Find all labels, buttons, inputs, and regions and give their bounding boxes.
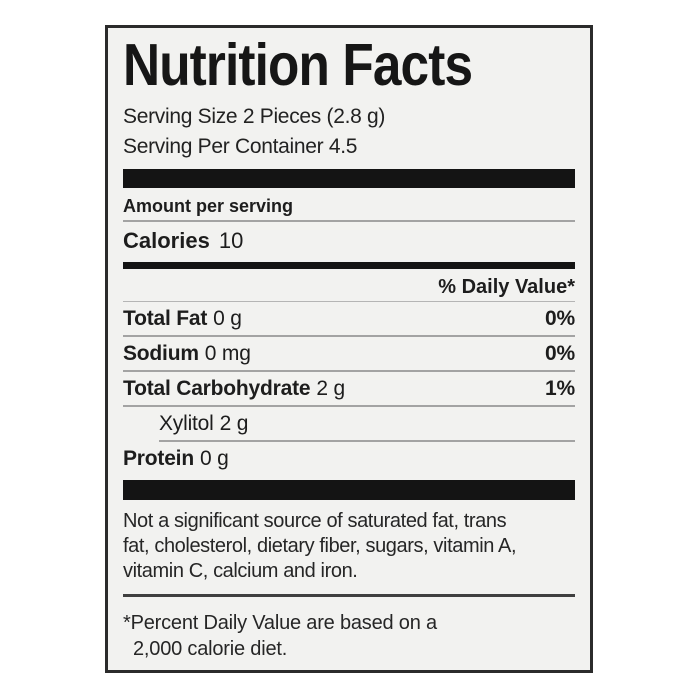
nutrient-name-amount: Sodium 0 mg bbox=[123, 342, 251, 365]
amount-per-serving-heading: Amount per serving bbox=[123, 196, 294, 216]
not-significant-source-note: Not a significant source of saturated fa… bbox=[123, 509, 575, 589]
rule-under-amount-per-serving bbox=[123, 220, 575, 222]
label-title: Nutrition Facts bbox=[123, 32, 473, 98]
nutrient-name-amount: Protein 0 g bbox=[123, 447, 229, 470]
footnote-line: *Percent Daily Value are based on a bbox=[123, 612, 437, 634]
daily-value-percent: 0% bbox=[545, 307, 575, 330]
percent-daily-value-footnote: *Percent Daily Value are based on a 2,00… bbox=[123, 610, 575, 662]
nutrient-name-amount: Total Carbohydrate 2 g bbox=[123, 377, 345, 400]
nutrient-row-protein: Protein 0 g bbox=[123, 442, 575, 475]
calories-label: Calories bbox=[123, 228, 210, 253]
nutrient-row-total-fat: Total Fat 0 g 0% bbox=[123, 302, 575, 335]
disclaimer-line: fat, cholesterol, dietary fiber, sugars,… bbox=[123, 535, 517, 557]
nutrient-row-total-carbohydrate: Total Carbohydrate 2 g 1% bbox=[123, 372, 575, 405]
row-divider bbox=[123, 405, 575, 407]
disclaimer-line: Not a significant source of saturated fa… bbox=[123, 510, 507, 532]
nutrition-facts-label: Nutrition Facts Serving Size 2 Pieces (2… bbox=[105, 25, 593, 673]
separator-bar-thick-bottom bbox=[123, 480, 575, 500]
nutrient-name-amount: Xylitol 2 g bbox=[159, 412, 249, 435]
nutrient-name-amount: Total Fat 0 g bbox=[123, 307, 242, 330]
separator-bar-medium bbox=[123, 262, 575, 269]
calories-row: Calories 10 bbox=[123, 229, 575, 253]
serving-size: Serving Size 2 Pieces (2.8 g) bbox=[123, 105, 386, 128]
daily-value-percent: 1% bbox=[545, 377, 575, 400]
servings-per-container: Serving Per Container 4.5 bbox=[123, 135, 358, 158]
row-divider bbox=[123, 370, 575, 372]
daily-value-percent: 0% bbox=[545, 342, 575, 365]
nutrient-row-sodium: Sodium 0 mg 0% bbox=[123, 337, 575, 370]
footnote-line: 2,000 calorie diet. bbox=[133, 638, 288, 660]
rule-above-footnote bbox=[123, 594, 575, 597]
row-divider bbox=[123, 335, 575, 337]
separator-bar-thick-top bbox=[123, 169, 575, 188]
calories-value: 10 bbox=[218, 228, 244, 253]
serving-info: Serving Size 2 Pieces (2.8 g) Serving Pe… bbox=[123, 102, 575, 162]
daily-value-header: % Daily Value* bbox=[438, 276, 575, 298]
nutrient-row-xylitol: Xylitol 2 g bbox=[123, 407, 575, 440]
disclaimer-line: vitamin C, calcium and iron. bbox=[123, 560, 358, 582]
row-divider-indented bbox=[159, 440, 575, 442]
rule-under-daily-value-header bbox=[123, 301, 575, 302]
